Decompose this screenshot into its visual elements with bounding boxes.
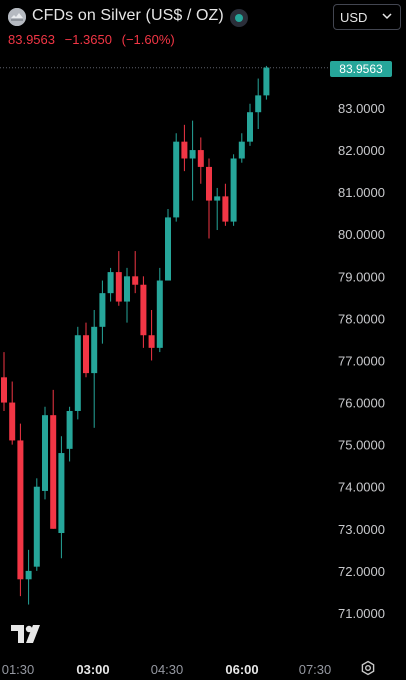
candle-body [107, 272, 114, 294]
silver-coin-icon [8, 8, 26, 26]
candle-body [17, 440, 24, 580]
candle-body [206, 166, 212, 201]
candle-body [165, 217, 171, 281]
time-axis-label: 07:30 [299, 662, 332, 677]
candle-body [189, 150, 196, 159]
last-price: 83.9563 [8, 32, 55, 47]
candle-body [148, 335, 155, 348]
currency-select[interactable]: USD [333, 4, 401, 30]
tradingview-logo-icon[interactable] [11, 625, 45, 643]
candle-body [124, 276, 130, 302]
candle-body [214, 196, 221, 201]
candle-body [50, 415, 57, 529]
price-axis-label: 79.0000 [338, 269, 385, 284]
gear-icon[interactable] [360, 660, 376, 676]
candlestick-chart[interactable]: 83.0000 82.0000 81.0000 80.0000 79.0000 78.00… [0, 56, 406, 680]
candle-body [91, 326, 98, 374]
candle-body [140, 284, 147, 336]
time-axis-label: 04:30 [151, 662, 184, 677]
market-status-icon[interactable] [230, 9, 248, 27]
candle-body [173, 141, 180, 218]
price-change: −1.3650 [64, 32, 112, 47]
candle-body [238, 141, 245, 159]
price-change-percent: (−1.60%) [121, 32, 175, 47]
price-axis-label: 71.0000 [338, 606, 385, 621]
candle-body [156, 280, 163, 348]
price-axis-label: 83.0000 [338, 101, 385, 116]
price-axis-label: 77.0000 [338, 353, 385, 368]
candle-body [263, 67, 270, 96]
currency-label: USD [340, 10, 368, 25]
price-axis-label: 74.0000 [338, 480, 385, 495]
candle-body [255, 95, 262, 113]
candle-body [83, 335, 89, 374]
candle-body [66, 410, 73, 449]
price-axis-label: 81.0000 [338, 185, 385, 200]
candle-body [33, 486, 40, 567]
quote-line: 83.9563 −1.3650 (−1.60%) [8, 32, 181, 47]
price-axis-label: 72.0000 [338, 564, 385, 579]
symbol-title[interactable]: CFDs on Silver (US$ / OZ) [32, 7, 224, 24]
price-axis-label: 73.0000 [338, 522, 385, 537]
candle-body [25, 570, 32, 580]
time-axis-label: 03:00 [76, 662, 109, 677]
chart-header: CFDs on Silver (US$ / OZ) USD 83.9563 −1… [0, 0, 406, 56]
candle-body [247, 112, 253, 142]
time-axis-label: 01:30 [2, 662, 35, 677]
candle-body [1, 377, 7, 403]
candle-body [197, 150, 204, 167]
price-axis-label: 82.0000 [338, 143, 385, 158]
candle-body [132, 276, 139, 285]
price-axis-label: 75.0000 [338, 438, 385, 453]
price-axis-label: 76.0000 [338, 396, 385, 411]
price-axis-label: 80.0000 [338, 227, 385, 242]
candle-body [9, 402, 16, 441]
candle-body [115, 272, 122, 302]
candle-body [74, 335, 81, 411]
candle-body [222, 196, 229, 222]
candle-body [42, 415, 48, 491]
candle-body [230, 158, 237, 222]
time-axis-label: 06:00 [225, 662, 258, 677]
candle-body [58, 453, 65, 534]
price-axis-label: 78.0000 [338, 311, 385, 326]
last-price-tag: 83.9563 [330, 61, 392, 77]
candle-body [181, 141, 188, 159]
chevron-down-icon [382, 13, 392, 20]
candle-body [99, 293, 106, 327]
